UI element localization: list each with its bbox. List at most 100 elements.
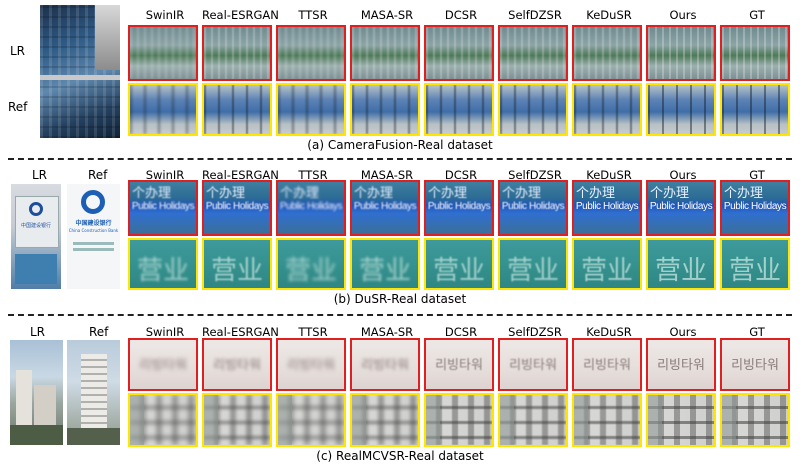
panel-b-top-crop-9: 个办理 Public Holidays — [720, 180, 790, 236]
panel-b-crop-cjk-text: 个办理 — [354, 186, 394, 201]
panel-b-crop-bottom-text: 营业 — [580, 256, 633, 286]
panel-b-bottom-crop-2: 营业 — [202, 238, 272, 290]
panel-b-lr-sign-text: 中国建设银行 — [20, 223, 51, 229]
panel-c-top-crop-1: 리빙타워 — [128, 338, 198, 391]
column-header-ttsr-3: TTSR — [298, 325, 328, 339]
column-header-real-esrgan-2: Real-ESRGAN — [202, 168, 279, 182]
panel-b-crop-english-text: Public Holidays — [649, 201, 713, 212]
panel-c-bottom-crop-6 — [498, 393, 568, 447]
panel-b-top-crop-2: 个办理 Public Holidays — [202, 180, 272, 236]
panel-camerafusion: LR Ref (a) CameraFusion-Real dataset — [0, 0, 800, 152]
panel-b-crop-bottom-text: 营业 — [136, 256, 189, 286]
panel-b-top-crop-3: 个办理 Public Holidays — [276, 180, 346, 236]
panel-c-top-crop-2: 리빙타워 — [202, 338, 272, 391]
column-header-kedusr-2: KeDuSR — [586, 168, 632, 182]
panel-dusr: LR Ref 中国建设银行 中国建设银行 China Construction … — [11, 168, 790, 306]
panel-b-ref-label: Ref — [88, 168, 108, 182]
column-header-dcsr-1: DCSR — [444, 8, 478, 22]
panel-b-crop-cjk-text: 个办理 — [650, 186, 690, 201]
column-header-kedusr-3: KeDuSR — [586, 325, 632, 339]
column-header-ttsr-2: TTSR — [298, 168, 328, 182]
panel-a-top-crop-7 — [572, 25, 642, 81]
panel-b-bottom-crop-6: 营业 — [498, 238, 568, 290]
panel-b-crop-english-text: Public Holidays — [353, 201, 417, 212]
panel-c-crop-korean-text: 리빙타워 — [435, 358, 483, 373]
panel-a-bottom-crop-7 — [572, 83, 642, 136]
panel-b-crop-english-text: Public Holidays — [575, 201, 639, 212]
panel-b-crop-bottom-text: 营业 — [284, 256, 337, 286]
panel-c-bottom-crop-9 — [720, 393, 790, 447]
panel-a-caption: (a) CameraFusion-Real dataset — [307, 138, 493, 152]
column-header-selfdzsr-1: SelfDZSR — [508, 8, 562, 22]
panel-c-bottom-crop-4 — [350, 393, 420, 447]
panel-c-caption: (c) RealMCVSR-Real dataset — [316, 449, 484, 463]
separator-2 — [8, 314, 792, 316]
panel-b-bottom-crop-8: 营业 — [646, 238, 716, 290]
panel-b-crop-english-text: Public Holidays — [501, 201, 565, 212]
panel-c-crop-korean-text: 리빙타워 — [139, 358, 187, 373]
panel-b-crop-bottom-text: 营业 — [432, 256, 485, 286]
panel-b-ref-bank-logo — [81, 190, 105, 214]
panel-c-crop-korean-text: 리빙타워 — [657, 358, 705, 373]
panel-b-top-crop-7: 个办理 Public Holidays — [572, 180, 642, 236]
column-header-ttsr-1: TTSR — [298, 8, 328, 22]
panel-c-bottom-crop-2 — [202, 393, 272, 447]
panel-c-bottom-crop-1 — [128, 393, 198, 447]
panel-b-crop-english-text: Public Holidays — [427, 201, 491, 212]
panel-c-ref-image — [67, 340, 120, 445]
panel-b-top-crop-6: 个办理 Public Holidays — [498, 180, 568, 236]
panel-b-crop-cjk-text: 个办理 — [280, 186, 320, 201]
panel-b-crop-cjk-text: 个办理 — [576, 186, 616, 201]
panel-b-crop-english-text: Public Holidays — [723, 201, 787, 212]
panel-b-lr-image: 中国建设银行 — [11, 184, 61, 289]
panel-c-crop-korean-text: 리빙타워 — [731, 358, 779, 373]
panel-b-bottom-crop-9: 营业 — [720, 238, 790, 290]
panel-b-ref-sign-sub: China Construction Bank — [68, 228, 119, 233]
panel-a-ref-label: Ref — [8, 100, 28, 114]
panel-b-top-crop-5: 个办理 Public Holidays — [424, 180, 494, 236]
panel-b-ref-image: 中国建设银行 China Construction Bank — [67, 184, 120, 289]
column-header-swinir-1: SwinIR — [145, 8, 185, 22]
panel-b-crop-bottom-text: 营业 — [358, 256, 411, 286]
column-header-ours-2: Ours — [669, 168, 697, 182]
panel-c-top-crop-7: 리빙타워 — [572, 338, 642, 391]
column-header-kedusr-1: KeDuSR — [586, 8, 632, 22]
panel-b-crop-cjk-text: 个办理 — [132, 186, 172, 201]
panel-b-top-crop-1: 个办理 Public Holidays — [128, 180, 198, 236]
panel-b-crop-bottom-text: 营业 — [506, 256, 559, 286]
column-header-dcsr-2: DCSR — [444, 168, 478, 182]
panel-c-bottom-crop-7 — [572, 393, 642, 447]
column-header-swinir-2: SwinIR — [145, 168, 185, 182]
panel-a-top-crop-2 — [202, 25, 272, 81]
panel-a-top-crop-4 — [350, 25, 420, 81]
panel-b-crop-english-text: Public Holidays — [131, 201, 195, 212]
column-header-masa-sr-2: MASA-SR — [360, 168, 414, 182]
panel-c-top-crop-5: 리빙타워 — [424, 338, 494, 391]
panel-c-lr-image — [10, 340, 63, 445]
panel-c-crop-korean-text: 리빙타워 — [361, 358, 409, 373]
panel-a-bottom-crop-6 — [498, 83, 568, 136]
panel-b-top-crop-8: 个办理 Public Holidays — [646, 180, 716, 236]
panel-b-top-crop-4: 个办理 Public Holidays — [350, 180, 420, 236]
panel-c-top-crop-8: 리빙타워 — [646, 338, 716, 391]
panel-c-top-crop-3: 리빙타워 — [276, 338, 346, 391]
column-header-selfdzsr-3: SelfDZSR — [508, 325, 562, 339]
panel-b-bottom-crop-5: 营业 — [424, 238, 494, 290]
panel-c-crop-korean-text: 리빙타워 — [583, 358, 631, 373]
panel-c-crop-korean-text: 리빙타워 — [287, 358, 335, 373]
separator-1 — [8, 158, 792, 160]
panel-b-bottom-crop-7: 营业 — [572, 238, 642, 290]
panel-c-lr-label: LR — [30, 325, 46, 339]
column-header-ours-1: Ours — [669, 8, 697, 22]
panel-b-lr-label: LR — [32, 168, 48, 182]
panel-b-crop-english-text: Public Holidays — [205, 201, 269, 212]
panel-c-top-crop-4: 리빙타워 — [350, 338, 420, 391]
panel-c-bottom-crop-5 — [424, 393, 494, 447]
panel-a-top-crop-5 — [424, 25, 494, 81]
panel-a-top-crop-1 — [128, 25, 198, 81]
panel-b-ref-sign-text: 中国建设银行 — [75, 220, 112, 227]
panel-a-bottom-crop-5 — [424, 83, 494, 136]
column-header-gt-2: GT — [749, 168, 765, 182]
panel-a-bottom-crop-8 — [646, 83, 716, 136]
